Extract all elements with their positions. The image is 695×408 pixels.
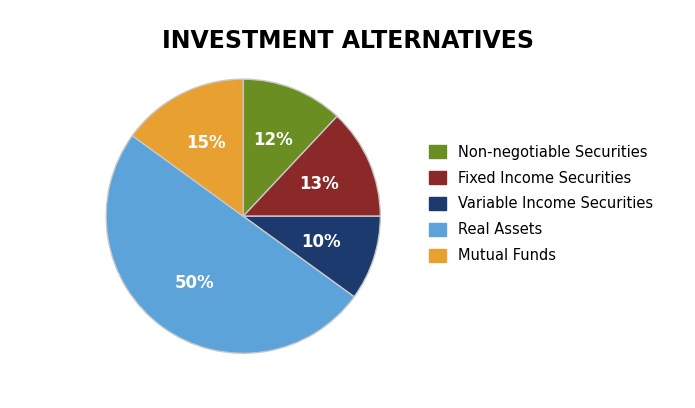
Text: 12%: 12% (254, 131, 293, 149)
Legend: Non-negotiable Securities, Fixed Income Securities, Variable Income Securities, : Non-negotiable Securities, Fixed Income … (424, 140, 657, 268)
Wedge shape (243, 116, 380, 216)
Text: INVESTMENT ALTERNATIVES: INVESTMENT ALTERNATIVES (161, 29, 534, 53)
Wedge shape (243, 79, 337, 216)
Text: 13%: 13% (299, 175, 338, 193)
Wedge shape (106, 136, 354, 353)
Wedge shape (132, 79, 243, 216)
Text: 50%: 50% (175, 274, 215, 292)
Wedge shape (243, 216, 380, 297)
Text: 15%: 15% (186, 134, 226, 152)
Text: 10%: 10% (302, 233, 341, 251)
